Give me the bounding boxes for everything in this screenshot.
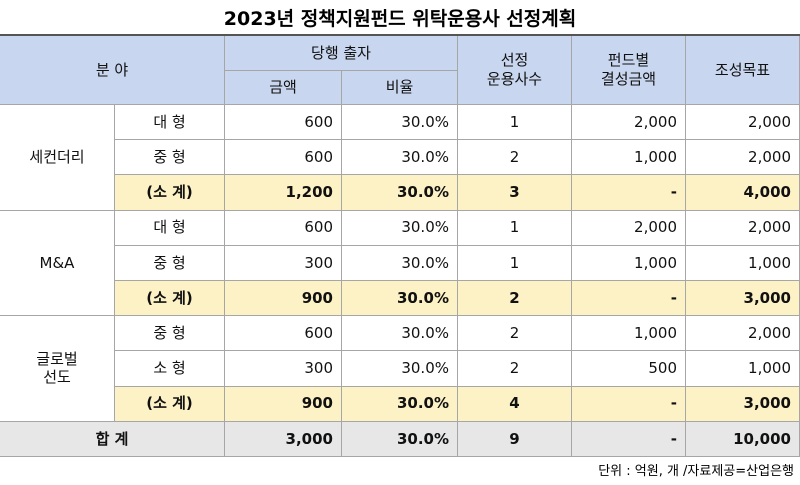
row-label: 대 형 xyxy=(115,210,225,246)
group-name: 세컨더리 xyxy=(0,105,115,211)
cell: 1,200 xyxy=(225,175,342,211)
cell: 4,000 xyxy=(686,175,800,211)
table xyxy=(0,34,800,455)
cell: 30.0% xyxy=(342,140,458,176)
header-cell: 분 야 xyxy=(0,36,225,105)
cell: 30.0% xyxy=(342,386,458,422)
header-cell: 선정 운용사수 xyxy=(458,36,572,105)
cell: 1,000 xyxy=(572,316,686,352)
cell: 2,000 xyxy=(572,210,686,246)
cell: 2 xyxy=(458,351,572,387)
cell: 1,000 xyxy=(572,245,686,281)
cell: 1 xyxy=(458,245,572,281)
cell: - xyxy=(572,175,686,211)
cell: 600 xyxy=(225,316,342,352)
row-label: 소 형 xyxy=(115,351,225,387)
cell: 900 xyxy=(225,281,342,317)
total-cell: 9 xyxy=(458,421,572,457)
cell: 2,000 xyxy=(686,140,800,176)
cell: 300 xyxy=(225,351,342,387)
cell: 1,000 xyxy=(686,351,800,387)
cell: - xyxy=(572,386,686,422)
cell: 1 xyxy=(458,105,572,141)
cell: 2 xyxy=(458,281,572,317)
cell: 2 xyxy=(458,140,572,176)
group-name: 글로벌 선도 xyxy=(0,316,115,422)
total-cell: 3,000 xyxy=(225,421,342,457)
cell: 900 xyxy=(225,386,342,422)
cell: 30.0% xyxy=(342,105,458,141)
header-cell: 비율 xyxy=(342,71,458,105)
cell: 3,000 xyxy=(686,281,800,317)
cell: 30.0% xyxy=(342,351,458,387)
cell: 2,000 xyxy=(686,105,800,141)
cell: - xyxy=(572,281,686,317)
row-label: (소 계) xyxy=(115,175,225,211)
row-label: 중 형 xyxy=(115,245,225,281)
header-cell: 조성목표 xyxy=(686,36,800,105)
header-cell: 금액 xyxy=(225,71,342,105)
total-cell: 30.0% xyxy=(342,421,458,457)
row-label: (소 계) xyxy=(115,386,225,422)
cell: 30.0% xyxy=(342,175,458,211)
note: 단위 : 억원, 개 /자료제공=산업은행 xyxy=(598,464,794,479)
cell: 2,000 xyxy=(686,316,800,352)
cell: 3 xyxy=(458,175,572,211)
cell: 1,000 xyxy=(572,140,686,176)
group-name: M&A xyxy=(0,210,115,317)
title: 2023년 정책지원펀드 위탁운용사 선정계획 xyxy=(223,7,577,30)
total-label: 합 계 xyxy=(0,421,225,457)
row-label: 중 형 xyxy=(115,140,225,176)
total-cell: 10,000 xyxy=(686,421,800,457)
row-label: 대 형 xyxy=(115,105,225,141)
cell: 2 xyxy=(458,316,572,352)
cell: 30.0% xyxy=(342,316,458,352)
cell: 30.0% xyxy=(342,210,458,246)
header-cell: 당행 출자 xyxy=(225,36,458,71)
cell: 2,000 xyxy=(572,105,686,141)
cell: 300 xyxy=(225,245,342,281)
header-cell: 펀드별 결성금액 xyxy=(572,36,686,105)
row-label: (소 계) xyxy=(115,281,225,317)
cell: 600 xyxy=(225,105,342,141)
cell: 3,000 xyxy=(686,386,800,422)
cell: 500 xyxy=(572,351,686,387)
cell: 600 xyxy=(225,140,342,176)
cell: 1,000 xyxy=(686,245,800,281)
cell: 4 xyxy=(458,386,572,422)
cell: 1 xyxy=(458,210,572,246)
cell: 30.0% xyxy=(342,281,458,317)
cell: 600 xyxy=(225,210,342,246)
row-label: 중 형 xyxy=(115,316,225,352)
cell: 2,000 xyxy=(686,210,800,246)
total-cell: - xyxy=(572,421,686,457)
cell: 30.0% xyxy=(342,245,458,281)
